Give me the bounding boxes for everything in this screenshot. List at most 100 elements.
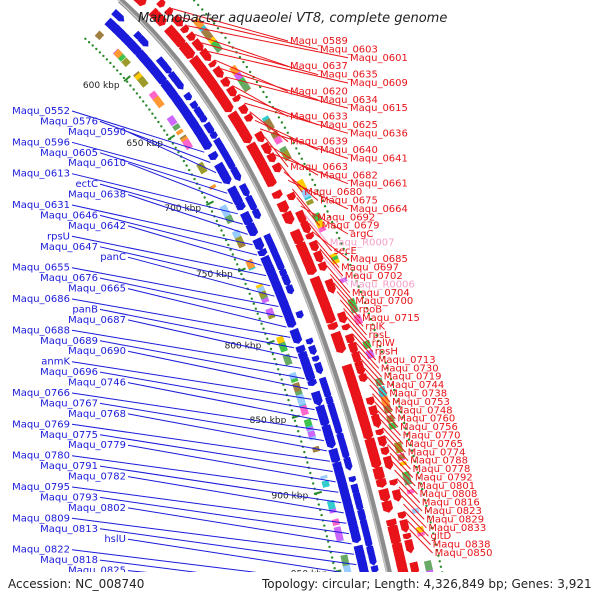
gene-label[interactable]: Maqu_0780 (12, 451, 70, 462)
gene-label[interactable]: Maqu_0700 (355, 296, 413, 307)
gene-label[interactable]: Maqu_0779 (68, 440, 126, 451)
gene-label[interactable]: Maqu_0692 (317, 212, 375, 223)
gene-label[interactable]: Maqu_0690 (68, 346, 126, 357)
gene-label[interactable]: Maqu_0631 (12, 200, 70, 211)
gene-label[interactable]: secE (334, 246, 357, 257)
gene-label[interactable]: Maqu_0829 (426, 514, 484, 525)
gene-label[interactable]: Maqu_0697 (341, 263, 399, 274)
gene-label[interactable]: Maqu_0665 (68, 284, 126, 295)
gene-label[interactable]: Maqu_0664 (350, 204, 408, 215)
gene-label[interactable]: Maqu_0646 (40, 210, 98, 221)
gene-label[interactable]: Maqu_0603 (320, 44, 378, 55)
gene-label[interactable]: Maqu_0719 (384, 372, 442, 383)
gene-label[interactable]: Maqu_0769 (12, 419, 70, 430)
gene-label[interactable]: Maqu_0589 (290, 36, 348, 47)
gene-label[interactable]: Maqu_0689 (40, 336, 98, 347)
gene-label[interactable]: Maqu_0823 (424, 506, 482, 517)
gene-label[interactable]: Maqu_0696 (40, 367, 98, 378)
gene-label[interactable]: Maqu_0744 (386, 380, 444, 391)
gene-label[interactable]: Maqu_0782 (68, 472, 126, 483)
gene-label[interactable]: Maqu_0640 (320, 145, 378, 156)
gene-label[interactable]: Maqu_0625 (320, 120, 378, 131)
gene-label[interactable]: Maqu_0620 (290, 86, 348, 97)
gene-label[interactable]: Maqu_0679 (322, 221, 380, 232)
gene-label[interactable]: Maqu_0552 (12, 106, 70, 117)
gene-label[interactable]: Maqu_0795 (12, 482, 70, 493)
gene-label[interactable]: Maqu_0838 (433, 540, 491, 551)
gene-label[interactable]: Maqu_0633 (290, 112, 348, 123)
gene-label[interactable]: Maqu_0688 (12, 325, 70, 336)
gene-label[interactable]: panB (72, 304, 98, 315)
gene-label[interactable]: Maqu_0590 (68, 127, 126, 138)
gene-label[interactable]: Maqu_0680 (304, 187, 362, 198)
gene-label[interactable]: Maqu_0596 (12, 137, 70, 148)
gene-label[interactable]: Maqu_0647 (40, 242, 98, 253)
gene-label[interactable]: Maqu_0675 (320, 196, 378, 207)
gene-label[interactable]: Maqu_0636 (350, 128, 408, 139)
gene-label[interactable]: Maqu_0704 (352, 288, 410, 299)
gene-label[interactable]: Maqu_0685 (350, 254, 408, 265)
gene-label[interactable]: Maqu_0850 (435, 548, 493, 559)
gene-label[interactable]: ectC (75, 179, 98, 190)
gene-label[interactable]: Maqu_0793 (40, 492, 98, 503)
gene-label[interactable]: panC (100, 252, 126, 263)
gene-label[interactable]: Maqu_0605 (40, 148, 98, 159)
gene-label[interactable]: Maqu_0802 (68, 503, 126, 514)
gene-label[interactable]: Maqu_0792 (415, 473, 473, 484)
gene-label[interactable]: Maqu_0767 (40, 398, 98, 409)
gene-label[interactable]: Maqu_0748 (395, 405, 453, 416)
gene-label[interactable]: Maqu_0715 (362, 313, 420, 324)
gene-label[interactable]: Maqu_0760 (397, 414, 455, 425)
gene-label[interactable]: Maqu_0801 (417, 481, 475, 492)
gene-label[interactable]: Maqu_0634 (320, 95, 378, 106)
gene-label[interactable]: rpsL (369, 330, 391, 341)
gene-label[interactable]: rplK (365, 321, 385, 332)
gene-label[interactable]: Maqu_0770 (403, 431, 461, 442)
gene-label[interactable]: Maqu_0655 (12, 263, 70, 274)
gene-label[interactable]: Maqu_0813 (40, 524, 98, 535)
gene-label[interactable]: Maqu_0825 (68, 566, 126, 577)
gene-label[interactable]: Maqu_0576 (40, 116, 98, 127)
gene-label[interactable]: Maqu_0637 (290, 61, 348, 72)
gene-label[interactable]: Maqu_0663 (290, 162, 348, 173)
gene-label[interactable]: Maqu_0638 (68, 190, 126, 201)
gene-label[interactable]: Maqu_0713 (378, 355, 436, 366)
gene-label[interactable]: Maqu_0615 (350, 103, 408, 114)
gene-label[interactable]: Maqu_0753 (392, 397, 450, 408)
gene-label[interactable]: Maqu_0768 (68, 409, 126, 420)
gene-label[interactable]: Maqu_0642 (68, 221, 126, 232)
gene-label[interactable]: rpsH (375, 347, 398, 358)
gene-label[interactable]: Maqu_0778 (413, 464, 471, 475)
gene-label[interactable]: Maqu_0702 (345, 271, 403, 282)
gene-label[interactable]: Maqu_0791 (40, 461, 98, 472)
gene-label[interactable]: Maqu_0765 (405, 439, 463, 450)
gene-label[interactable]: Maqu_0809 (12, 513, 70, 524)
gene-label[interactable]: Maqu_0833 (428, 523, 486, 534)
gene-label[interactable]: Maqu_0613 (12, 169, 70, 180)
gene-label[interactable]: Maqu_0766 (12, 388, 70, 399)
gene-label[interactable]: Maqu_0676 (40, 273, 98, 284)
gene-label[interactable]: Maqu_0686 (12, 294, 70, 305)
gene-label[interactable]: hslU (104, 534, 126, 545)
gene-label[interactable]: Maqu_0730 (381, 363, 439, 374)
gene-label[interactable]: anmK (41, 357, 70, 368)
gene-label[interactable]: Maqu_0639 (290, 137, 348, 148)
gene-label[interactable]: Maqu_0682 (320, 170, 378, 181)
gene-label[interactable]: Maqu_R0006 (350, 279, 415, 290)
gene-label[interactable]: Maqu_0818 (40, 555, 98, 566)
gene-label[interactable]: Maqu_0774 (408, 447, 466, 458)
gene-label[interactable]: rplW (372, 338, 395, 349)
gene-label[interactable]: Maqu_R0007 (330, 237, 395, 248)
gene-label[interactable]: Maqu_0788 (410, 456, 468, 467)
gene-label[interactable]: argC (350, 229, 373, 240)
gene-label[interactable]: Maqu_0687 (68, 315, 126, 326)
gene-label[interactable]: rpsU (47, 231, 70, 242)
gene-label[interactable]: Maqu_0808 (420, 489, 478, 500)
gene-label[interactable]: Maqu_0635 (320, 70, 378, 81)
gene-label[interactable]: Maqu_0738 (389, 389, 447, 400)
gene-label[interactable]: Maqu_0746 (68, 378, 126, 389)
gene-label[interactable]: gltD (431, 531, 452, 542)
gene-label[interactable]: Maqu_0816 (422, 498, 480, 509)
gene-label[interactable]: Maqu_0641 (350, 154, 408, 165)
gene-label[interactable]: Maqu_0775 (40, 430, 98, 441)
